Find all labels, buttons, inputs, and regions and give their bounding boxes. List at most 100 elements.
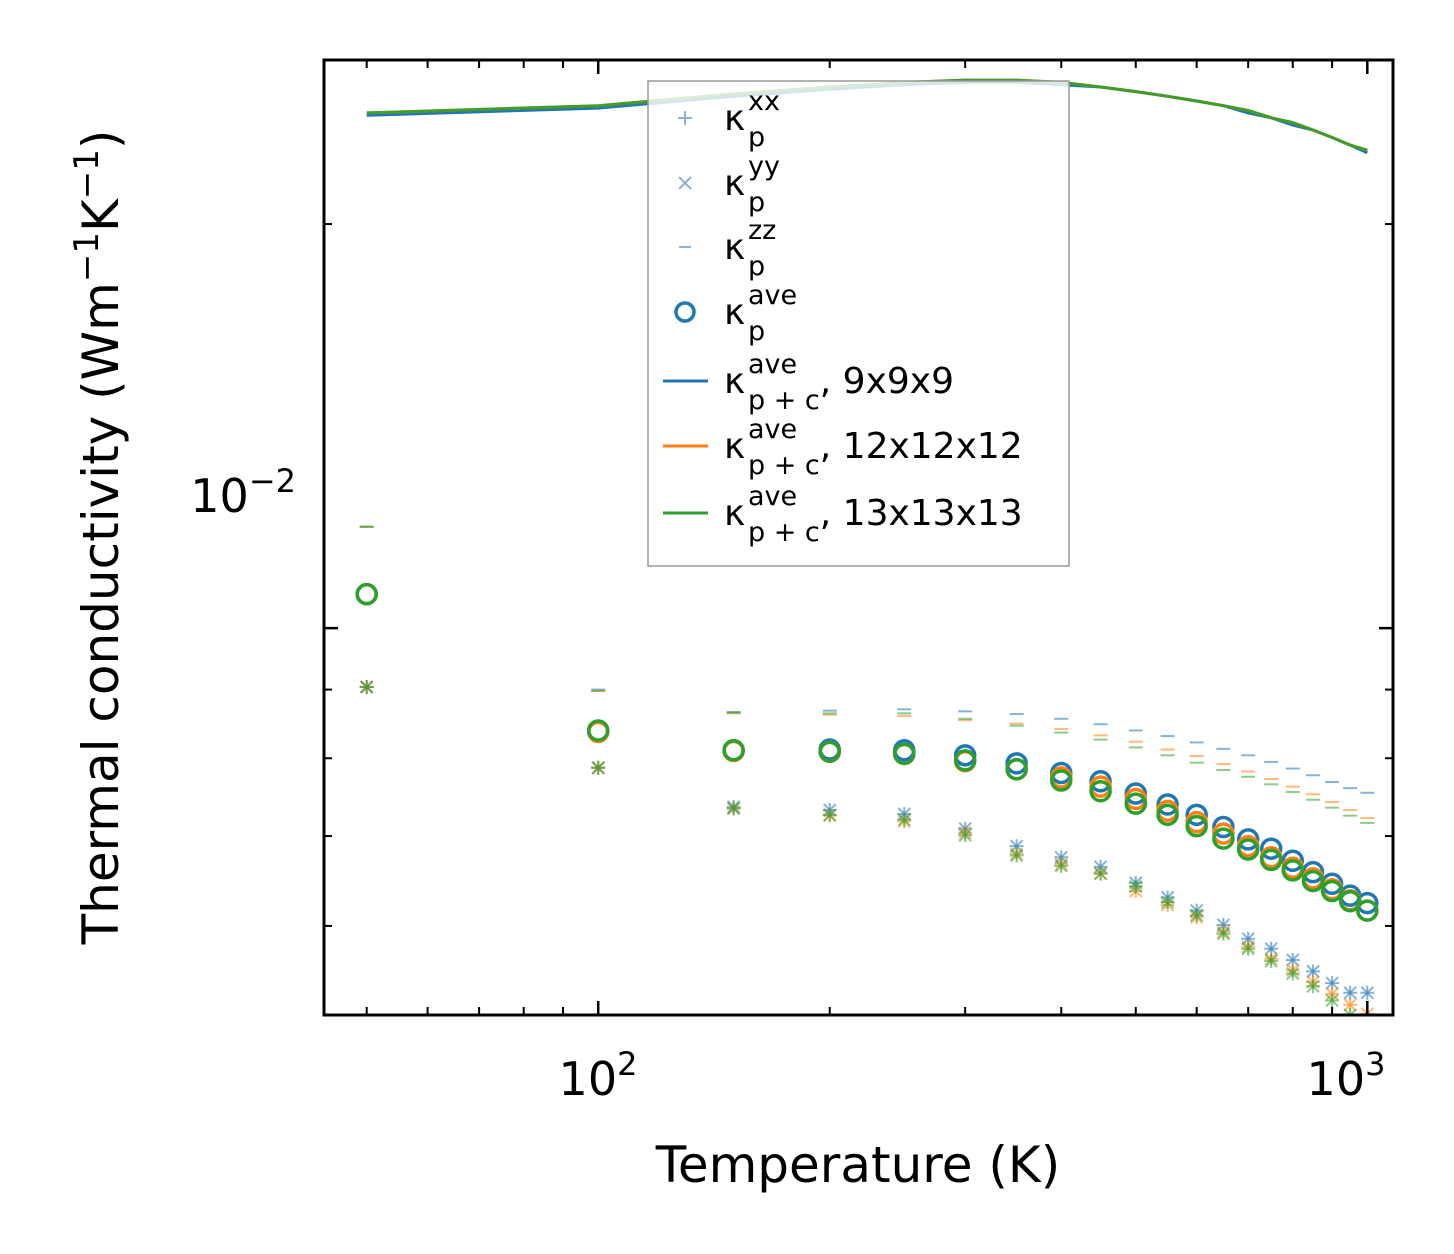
legend-kappa: κ — [724, 292, 745, 333]
kappa-yy-point — [1286, 966, 1300, 981]
kappa-yy-point — [1216, 927, 1231, 941]
kappa-ave-point — [586, 719, 610, 742]
legend-entry-2: κ zz p — [679, 215, 776, 282]
kappa-ave-point — [1185, 803, 1208, 827]
y-tick-exp: −2 — [249, 462, 296, 500]
legend-sub: p + c — [748, 385, 820, 416]
legend-entry-4: κ ave p + c, 9x9x9 — [663, 349, 954, 416]
legend-sup: zz — [748, 215, 776, 246]
legend-sup: xx — [748, 86, 780, 117]
legend-label: κ ave p + c, 12x12x12 — [724, 414, 1023, 481]
x-tick-100-base: 10 — [559, 1052, 618, 1106]
kappa-yy-point — [958, 828, 972, 842]
legend-entry-3: κ ave p — [674, 280, 797, 347]
legend-sub: p + c — [748, 517, 820, 548]
kappa-yy-point — [1264, 942, 1278, 956]
legend-sup: ave — [748, 414, 797, 445]
kappa-ave-point — [1236, 838, 1260, 861]
kappa-ave-point — [1124, 792, 1148, 815]
legend-sup: ave — [748, 349, 797, 380]
legend-text: , 12x12x12 — [820, 426, 1023, 467]
kappa-ave-point — [1236, 828, 1260, 851]
legend-sub: p — [748, 187, 765, 218]
kappa-ave-point — [1356, 899, 1379, 922]
axes-frame — [322, 58, 1395, 1017]
kappa-ave-point — [1281, 849, 1305, 872]
legend-text: , 13x13x13 — [820, 493, 1023, 534]
legend-box — [647, 80, 1070, 567]
x-tick-100-exp: 2 — [617, 1045, 637, 1083]
legend-kappa: κ — [724, 361, 745, 402]
legend-sub: p — [748, 251, 765, 282]
kappa-ave-point — [1212, 815, 1235, 839]
y-tick-label-0.01: 10−2 — [190, 462, 296, 523]
kappa-yy-point — [823, 808, 837, 822]
kappa-ave-point — [953, 749, 977, 772]
kappa-ave-point — [1156, 803, 1179, 827]
kappa-yy-point — [1343, 986, 1357, 1000]
legend-sub: p — [748, 122, 765, 153]
y-label-mid: K — [72, 198, 130, 232]
kappa-yy-point — [1325, 993, 1339, 1008]
legend-entry-6: κ ave p + c, 13x13x13 — [663, 481, 1023, 548]
legend-label: κ xx p — [724, 86, 780, 153]
x-axis-label: Temperature (K) — [655, 1136, 1060, 1194]
legend-sub: p + c — [748, 450, 820, 481]
kappa-ave-point — [1259, 848, 1283, 872]
kappa-ave-point — [818, 740, 841, 763]
kappa-ave-point — [1338, 889, 1362, 913]
legend-label: κ ave p — [724, 280, 797, 347]
legend-label: κ ave p + c, 9x9x9 — [724, 349, 954, 416]
legend-sup: ave — [748, 481, 797, 512]
x-tick-1000-base: 10 — [1307, 1052, 1366, 1106]
kappa-yy-point — [1160, 895, 1175, 909]
kappa-yy-point — [1286, 953, 1300, 967]
y-label-exp-1: −1 — [67, 232, 107, 282]
kappa-ave-point — [1212, 827, 1235, 850]
y-label-close: ) — [72, 130, 130, 150]
legend-sup: yy — [748, 151, 780, 182]
kappa-yy-point — [1343, 998, 1357, 1012]
kappa-xx-point — [1343, 1008, 1358, 1015]
y-label-text: Thermal conductivity (Wm — [72, 282, 130, 945]
legend-sub: p — [748, 316, 765, 347]
kappa-ave-point — [355, 582, 378, 606]
kappa-yy-point — [1189, 908, 1204, 923]
kappa-ave-point — [1049, 769, 1073, 792]
x-tick-label-1000: 103 — [1307, 1045, 1386, 1106]
legend-text: , 9x9x9 — [820, 361, 954, 402]
kappa-yy-point — [591, 761, 605, 775]
kappa-yy-point — [897, 812, 911, 827]
axis-ticks — [324, 60, 1393, 1015]
kappa-ave-point — [1259, 837, 1283, 860]
x-tick-label-100: 102 — [559, 1045, 638, 1106]
legend-kappa: κ — [724, 426, 745, 467]
legend-sup: ave — [748, 280, 797, 311]
kappa-yy-point — [359, 680, 374, 694]
kappa-ave-point — [1089, 779, 1112, 803]
kappa-yy-point — [1306, 964, 1320, 979]
x-tick-1000-exp: 3 — [1365, 1045, 1385, 1083]
legend-entry-1: κ yy p — [678, 151, 780, 218]
kappa-yy-point — [1009, 848, 1024, 863]
kappa-yy-point — [1306, 979, 1320, 993]
kappa-yy-point — [1264, 954, 1278, 968]
kappa-ave-point — [1185, 814, 1208, 838]
y-label-exp-2: −1 — [67, 149, 107, 199]
legend-label: κ zz p — [724, 215, 776, 282]
legend-x-marker — [678, 176, 692, 190]
legend-entry-5: κ ave p + c, 12x12x12 — [663, 414, 1023, 481]
kappa-yy-point — [1054, 859, 1068, 873]
legend-label: κ yy p — [724, 151, 780, 218]
kappa-ave-point — [1156, 793, 1179, 816]
kappa-ave-point — [722, 739, 745, 762]
kappa-yy-point — [1325, 976, 1339, 990]
kappa-ave-point — [1005, 758, 1028, 781]
kappa-ave-point — [1301, 869, 1325, 893]
legend-kappa: κ — [724, 493, 745, 534]
kappa-ave-point — [1281, 859, 1305, 882]
legend-circle-marker — [674, 301, 696, 323]
